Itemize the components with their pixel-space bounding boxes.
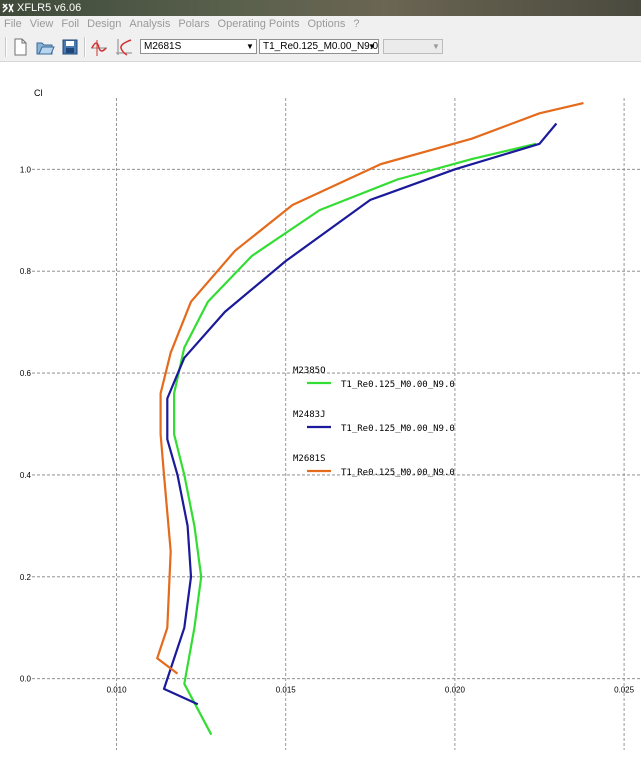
chevron-down-icon: ▼ [432,42,440,51]
polar-graph-area[interactable]: 0.010 0.015 0.020 0.025 0.0 0.2 0.4 0.6 0.8 1.0 C… [0,62,641,768]
new-document-icon[interactable] [9,36,31,58]
menu-options[interactable]: Options [307,18,346,30]
window-title: XFLR5 v6.06 [17,2,82,14]
polar-select[interactable]: T1_Re0.125_M0.00_N9.0 ▼ [259,39,379,54]
y-tick-label: 0.0 [20,675,32,684]
menu-file[interactable]: File [4,18,22,30]
series-layer [156,102,584,736]
chevron-down-icon: ▼ [246,42,254,51]
open-folder-icon[interactable] [34,36,56,58]
menu-analysis[interactable]: Analysis [129,18,171,30]
legend-foil-name: M2483J [293,410,326,420]
legend: M2385O T1_Re0.125_M0.00_N9.0 M2483J T1_Re0.… [293,366,455,478]
y-tick-label: 0.2 [20,573,32,582]
x-tick-label: 0.010 [107,686,128,695]
foil-select[interactable]: M2681S ▼ [140,39,257,54]
menu-view[interactable]: View [29,18,54,30]
series-line-M2385O [173,142,537,736]
polar-select-value: T1_Re0.125_M0.00_N9.0 [263,41,379,52]
menu-foil[interactable]: Foil [61,18,80,30]
tick-layer: 0.010 0.015 0.020 0.025 0.0 0.2 0.4 0.6 0.8 1.0 [20,165,635,694]
x-tick-label: 0.015 [276,686,297,695]
y-axis-label: Cl [34,88,43,98]
y-tick-label: 0.6 [20,369,32,378]
polar-graph[interactable]: 0.010 0.015 0.020 0.025 0.0 0.2 0.4 0.6 0.8 1.0 C… [0,62,641,768]
toolbar-separator [84,37,86,57]
series-line-M2681S [156,102,584,675]
series-line-M2483J [162,122,558,706]
grid-layer [32,98,641,750]
foil-select-value: M2681S [144,41,182,52]
x-tick-label: 0.020 [445,686,466,695]
title-bar: XFLR5 v6.06 [0,0,641,16]
menu-help[interactable]: ? [353,18,360,30]
menu-design[interactable]: Design [87,18,122,30]
legend-series-name: T1_Re0.125_M0.00_N9.0 [341,380,455,390]
y-tick-label: 0.8 [20,267,32,276]
opp-select: ▼ [383,39,443,54]
y-tick-label: 1.0 [20,165,32,174]
xflr5-app-icon [2,3,14,13]
legend-foil-name: M2385O [293,366,326,376]
save-icon[interactable] [59,36,81,58]
legend-series-name: T1_Re0.125_M0.00_N9.0 [341,424,455,434]
x-tick-label: 0.025 [614,686,635,695]
menu-polars[interactable]: Polars [178,18,210,30]
menu-operating-points[interactable]: Operating Points [217,18,300,30]
opp-view-icon[interactable] [88,36,110,58]
polar-view-icon[interactable] [113,36,135,58]
menu-bar: File View Foil Design Analysis Polars Op… [0,16,641,33]
legend-foil-name: M2681S [293,454,326,464]
legend-series-name: T1_Re0.125_M0.00_N9.0 [341,468,455,478]
y-tick-label: 0.4 [20,471,32,480]
toolbar: M2681S ▼ T1_Re0.125_M0.00_N9.0 ▼ ▼ [0,33,641,62]
toolbar-separator [5,37,7,57]
chevron-down-icon: ▼ [368,42,376,51]
